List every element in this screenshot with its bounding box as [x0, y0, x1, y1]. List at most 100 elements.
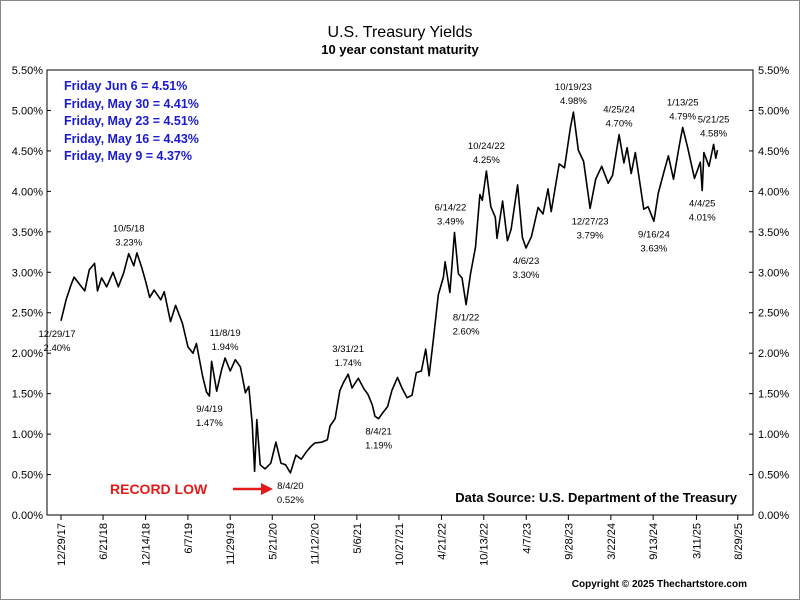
annotation-value: 3.30%: [513, 270, 540, 281]
y-tick-label-right: 2.00%: [758, 348, 789, 360]
annotation-value: 3.23%: [115, 238, 142, 249]
annotation-value: 4.98%: [560, 96, 587, 107]
legend-line-5: Friday, May 9 = 4.37%: [64, 149, 192, 163]
x-tick-label: 5/6/21: [352, 523, 364, 554]
y-tick-label-right: 1.50%: [758, 389, 789, 401]
y-tick-label-left: 0.50%: [12, 470, 43, 482]
annotation-date: 4/6/23: [513, 256, 539, 267]
y-tick-label-left: 2.00%: [12, 348, 43, 360]
data-source-label: Data Source: U.S. Department of the Trea…: [455, 490, 738, 505]
annotation-date: 5/21/25: [698, 114, 730, 125]
x-tick-label: 10/27/21: [394, 523, 406, 566]
point-annotations: 12/29/17 2.40% 10/5/18 3.23% 9/4/19 1.47% 11/8…: [39, 82, 730, 506]
y-axis-right: 0.00% 0.50% 1.00% 1.50% 2.00% 2.50% 3.00% 3.50%…: [749, 65, 789, 522]
annotation-value: 2.40%: [44, 343, 71, 354]
annotation-12-27-23: 12/27/23 3.79%: [572, 216, 609, 241]
annotation-date: 8/4/21: [365, 427, 391, 438]
annotation-8-4-21: 8/4/21 1.19%: [365, 427, 392, 452]
y-tick-label-left: 3.50%: [12, 227, 43, 239]
annotation-value: 1.47%: [196, 418, 223, 429]
annotation-5-21-25: 5/21/25 4.58%: [698, 114, 730, 139]
x-tick-label: 11/12/20: [310, 523, 322, 565]
x-tick-label: 12/14/18: [141, 523, 153, 566]
chart-title: U.S. Treasury Yields: [328, 24, 473, 41]
annotation-date: 9/16/24: [638, 229, 670, 240]
annotation-10-24-22: 10/24/22 4.25%: [468, 141, 505, 166]
annotation-10-5-18: 10/5/18 3.23%: [113, 224, 145, 249]
annotation-date: 4/25/24: [603, 105, 635, 116]
y-tick-label-left: 3.00%: [12, 267, 43, 279]
x-tick-label: 11/29/19: [225, 523, 237, 565]
y-tick-label-left: 5.50%: [12, 65, 43, 77]
record-low-arrow-head: [261, 483, 273, 495]
x-tick-label: 5/21/20: [267, 523, 279, 560]
x-tick-label: 9/28/23: [563, 523, 575, 560]
y-tick-label-right: 5.50%: [758, 65, 789, 77]
y-tick-label-left: 1.50%: [12, 389, 43, 401]
annotation-value: 4.01%: [689, 213, 716, 224]
y-axis-left: 0.00% 0.50% 1.00% 1.50% 2.00% 2.50% 3.00% 3.50%…: [12, 65, 51, 522]
record-low-callout: RECORD LOW: [110, 481, 273, 497]
weekly-legend: Friday Jun 6 = 4.51% Friday, May 30 = 4.…: [64, 79, 199, 163]
annotation-value: 4.70%: [606, 119, 633, 130]
annotation-value: 1.74%: [335, 358, 362, 369]
y-tick-label-right: 2.50%: [758, 308, 789, 320]
x-tick-label: 12/29/17: [56, 523, 68, 566]
annotation-date: 10/24/22: [468, 141, 505, 152]
legend-line-3: Friday, May 23 = 4.51%: [64, 114, 199, 128]
annotation-12-29-17: 12/29/17 2.40%: [39, 329, 76, 354]
annotation-value: 3.79%: [577, 230, 604, 241]
annotation-date: 12/29/17: [39, 329, 76, 340]
yield-series-line: [60, 111, 719, 474]
x-axis: 12/29/17 6/21/18 12/14/18 6/7/19 11/29/19 5/2…: [56, 515, 745, 566]
x-tick-label: 8/29/25: [733, 523, 745, 560]
annotation-value: 0.52%: [277, 495, 304, 506]
annotation-value: 3.49%: [437, 217, 464, 228]
annotation-date: 8/1/22: [453, 313, 479, 324]
annotation-date: 8/4/20: [277, 481, 303, 492]
y-tick-label-right: 3.00%: [758, 267, 789, 279]
x-tick-label: 9/13/24: [648, 523, 660, 560]
y-tick-label-right: 4.00%: [758, 186, 789, 198]
annotation-9-4-19: 9/4/19 1.47%: [196, 404, 223, 429]
y-tick-label-right: 3.50%: [758, 227, 789, 239]
annotation-date: 10/5/18: [113, 224, 145, 235]
annotation-4-6-23: 4/6/23 3.30%: [513, 256, 540, 281]
annotation-value: 1.94%: [212, 342, 239, 353]
legend-line-2: Friday, May 30 = 4.41%: [64, 97, 199, 111]
annotation-value: 2.60%: [453, 327, 480, 338]
plot-area: [46, 69, 754, 516]
y-tick-label-left: 1.00%: [12, 429, 43, 441]
annotation-8-4-20: 8/4/20 0.52%: [277, 481, 304, 506]
x-tick-label: 6/21/18: [98, 523, 110, 560]
x-tick-label: 6/7/19: [183, 523, 195, 554]
copyright-label: Copyright © 2025 Thechartstore.com: [572, 579, 747, 590]
annotation-value: 1.19%: [365, 441, 392, 452]
annotation-10-19-23: 10/19/23 4.98%: [555, 82, 592, 107]
annotation-9-16-24: 9/16/24 3.63%: [638, 229, 670, 254]
x-tick-label: 3/22/24: [606, 523, 618, 560]
chart-subtitle: 10 year constant maturity: [321, 42, 479, 57]
annotation-1-13-25: 1/13/25 4.79%: [667, 97, 699, 122]
y-tick-label-right: 0.00%: [758, 510, 789, 522]
y-tick-label-left: 0.00%: [12, 510, 43, 522]
y-tick-label-right: 4.50%: [758, 146, 789, 158]
annotation-4-4-25: 4/4/25 4.01%: [689, 199, 716, 224]
annotation-8-1-22: 8/1/22 2.60%: [453, 313, 480, 338]
y-tick-label-left: 5.00%: [12, 105, 43, 117]
x-tick-label: 4/7/23: [521, 523, 533, 554]
annotation-date: 11/8/19: [210, 328, 241, 339]
annotation-value: 4.79%: [669, 111, 696, 122]
annotation-value: 4.58%: [700, 128, 727, 139]
annotation-6-14-22: 6/14/22 3.49%: [435, 203, 467, 228]
y-tick-label-left: 2.50%: [12, 308, 43, 320]
annotation-date: 12/27/23: [572, 216, 609, 227]
annotation-value: 4.25%: [473, 155, 500, 166]
legend-line-1: Friday Jun 6 = 4.51%: [64, 79, 187, 93]
annotation-value: 3.63%: [640, 243, 667, 254]
y-tick-label-right: 1.00%: [758, 429, 789, 441]
annotation-date: 3/31/21: [332, 344, 364, 355]
y-tick-label-right: 0.50%: [758, 470, 789, 482]
